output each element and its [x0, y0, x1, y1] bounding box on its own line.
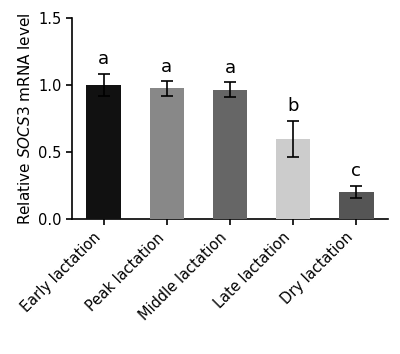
- Bar: [276, 139, 310, 219]
- Text: b: b: [287, 97, 299, 115]
- Bar: [213, 90, 247, 219]
- Text: a: a: [161, 58, 172, 75]
- Bar: [339, 192, 374, 219]
- Text: a: a: [98, 50, 109, 68]
- Bar: [86, 85, 121, 219]
- Bar: [150, 88, 184, 219]
- Y-axis label: Relative $\it{SOCS3}$ mRNA level: Relative $\it{SOCS3}$ mRNA level: [16, 12, 32, 225]
- Text: a: a: [224, 59, 236, 77]
- Text: c: c: [351, 162, 361, 181]
